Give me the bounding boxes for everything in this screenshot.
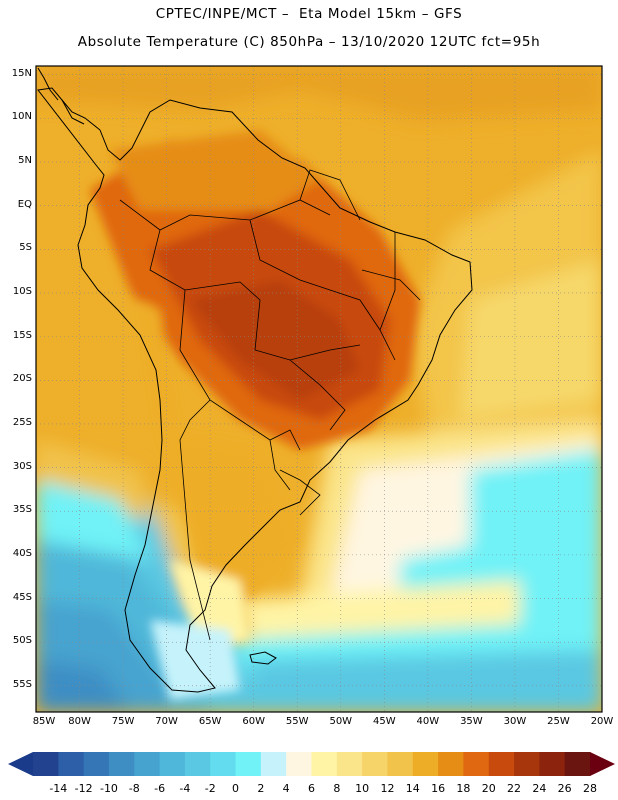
- colorbar-swatch: [83, 752, 110, 776]
- colorbar-tick-label: 14: [405, 782, 420, 795]
- colorbar-swatch: [286, 752, 312, 776]
- colorbar-swatch: [438, 752, 464, 776]
- latitude-label: 10S: [12, 285, 32, 297]
- longitude-label: 20W: [590, 716, 614, 727]
- longitude-label: 35W: [460, 716, 483, 727]
- colorbar-swatch: [539, 752, 566, 776]
- latitude-label: EQ: [17, 198, 32, 210]
- longitude-label: 70W: [155, 716, 178, 727]
- colorbar-tick-label: 20: [481, 782, 496, 795]
- colorbar-tick-label: -14: [49, 782, 68, 795]
- colorbar-swatch: [134, 752, 161, 776]
- colorbar-tick-label: 18: [456, 782, 471, 795]
- latitude-label: 15S: [12, 329, 32, 341]
- longitude-label: 40W: [416, 716, 440, 727]
- colorbar-tick-label: 6: [308, 782, 315, 795]
- latitude-label: 10N: [11, 111, 32, 123]
- colorbar-tick-label: -2: [204, 782, 216, 795]
- latitude-label: 35S: [12, 504, 32, 516]
- latitude-label: 50S: [12, 635, 32, 647]
- longitude-label: 80W: [68, 716, 91, 727]
- longitude-label: 45W: [372, 716, 396, 727]
- colorbar-tick-label: -6: [154, 782, 166, 795]
- latitude-label: 30S: [12, 460, 32, 472]
- colorbar-tick-label: 16: [431, 782, 446, 795]
- longitude-label: 50W: [329, 716, 353, 727]
- colorbar-tick-label: 12: [380, 782, 395, 795]
- colorbar-low-arrow: [8, 752, 33, 776]
- longitude-label: 25W: [547, 716, 570, 727]
- colorbar-tick-label: 22: [507, 782, 522, 795]
- colorbar-tick-label: 4: [282, 782, 290, 795]
- latitude-label: 45S: [12, 591, 32, 603]
- colorbar-swatch: [387, 752, 414, 776]
- colorbar-swatch: [362, 752, 388, 776]
- colorbar-swatch: [463, 752, 490, 776]
- colorbar-swatch: [159, 752, 186, 776]
- longitude-label: 65W: [198, 716, 222, 727]
- latitude-label: 55S: [12, 678, 32, 690]
- latitude-label: 40S: [12, 547, 32, 559]
- colorbar-tick-label: 10: [355, 782, 370, 795]
- colorbar-swatch: [564, 752, 591, 776]
- colorbar: [8, 752, 615, 776]
- longitude-label: 85W: [32, 716, 56, 727]
- longitude-label: 55W: [285, 716, 309, 727]
- colorbar-tick-label: -12: [74, 782, 93, 795]
- temperature-field: [36, 66, 602, 712]
- colorbar-swatch: [336, 752, 363, 776]
- colorbar-tick-label: -10: [99, 782, 118, 795]
- country-borders: [119, 169, 421, 641]
- colorbar-high-arrow: [590, 752, 615, 776]
- south-america-coastline: [37, 87, 473, 693]
- colorbar-swatch: [235, 752, 262, 776]
- colorbar-swatch: [311, 752, 338, 776]
- colorbar-swatch: [260, 752, 287, 776]
- colorbar-swatch: [210, 752, 237, 776]
- colorbar-tick-label: 28: [583, 782, 597, 795]
- colorbar-tick-label: 24: [532, 782, 547, 795]
- longitude-label: 30W: [503, 716, 527, 727]
- latitude-label: 15N: [11, 67, 32, 79]
- colorbar-swatch: [184, 752, 211, 776]
- latitude-label: 25S: [12, 416, 32, 428]
- map-subtitle: Absolute Temperature (C) 850hPa – 13/10/…: [77, 34, 541, 50]
- latitude-label: 5N: [18, 155, 32, 167]
- colorbar-swatch: [58, 752, 85, 776]
- latitude-label: 5S: [19, 242, 32, 254]
- map-title: CPTEC/INPE/MCT – Eta Model 15km – GFS: [155, 6, 463, 22]
- longitude-label: 60W: [242, 716, 265, 727]
- colorbar-swatch: [514, 752, 540, 776]
- colorbar-swatch: [33, 752, 59, 776]
- colorbar-tick-label: -4: [179, 782, 191, 795]
- colorbar-tick-label: 26: [557, 782, 572, 795]
- latitude-label: 20S: [12, 373, 32, 385]
- colorbar-swatch: [412, 752, 439, 776]
- longitude-label: 75W: [111, 716, 135, 727]
- colorbar-tick-label: 2: [257, 782, 265, 795]
- colorbar-tick-label: 0: [232, 782, 240, 795]
- map-frame: [35, 65, 603, 713]
- colorbar-swatch: [488, 752, 515, 776]
- colorbar-swatch: [108, 752, 135, 776]
- colorbar-tick-label: -8: [128, 782, 140, 795]
- colorbar-tick-label: 8: [333, 782, 341, 795]
